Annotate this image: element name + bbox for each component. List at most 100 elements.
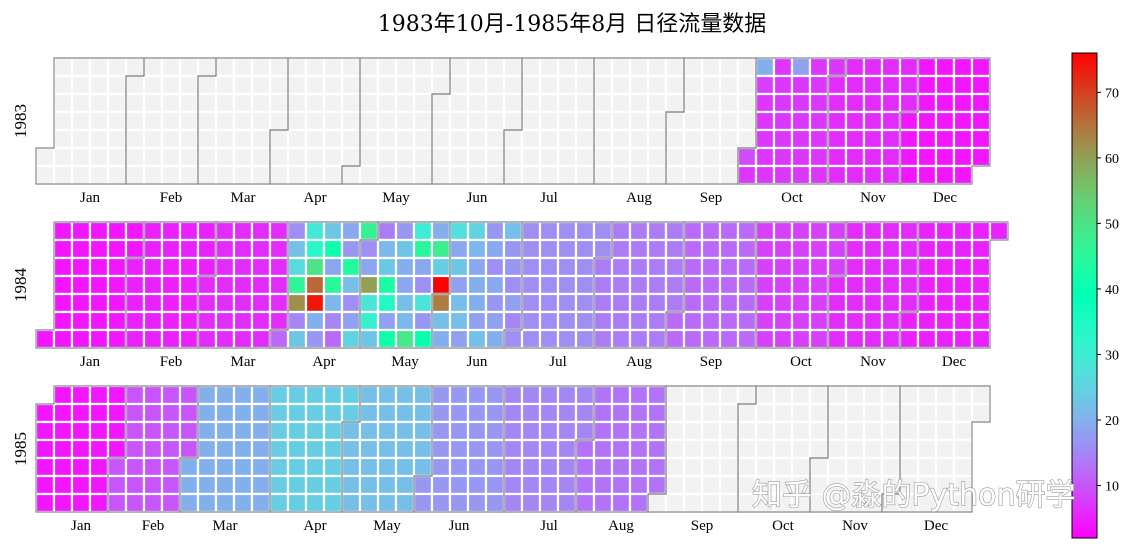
day-cell — [322, 146, 344, 168]
day-cell — [592, 420, 614, 442]
day-cell — [520, 74, 542, 96]
day-cell — [664, 420, 686, 442]
day-cell — [484, 146, 506, 168]
day-cell — [196, 128, 218, 150]
day-cell — [484, 384, 506, 406]
day-cell — [592, 438, 614, 460]
day-cell — [484, 92, 506, 114]
day-cell — [718, 420, 740, 442]
day-cell — [88, 128, 110, 150]
day-cell — [214, 328, 236, 350]
day-cell — [70, 56, 92, 78]
day-cell — [808, 402, 830, 424]
day-cell — [592, 110, 614, 132]
day-cell — [268, 328, 290, 350]
day-cell — [340, 146, 362, 168]
day-cell — [394, 74, 416, 96]
day-cell — [160, 164, 182, 186]
day-cell — [88, 256, 110, 278]
day-cell — [898, 146, 920, 168]
day-cell — [646, 384, 668, 406]
day-cell — [358, 328, 380, 350]
day-cell — [790, 292, 812, 314]
day-cell — [196, 74, 218, 96]
month-labels: Jan Feb Mar Apr May Jun Jul Aug Sep Oct Nov Dec — [80, 190, 957, 206]
day-cell — [232, 74, 254, 96]
day-cell — [448, 438, 470, 460]
day-cell — [664, 56, 686, 78]
day-cell — [862, 128, 884, 150]
day-cell — [628, 310, 650, 332]
day-cell — [70, 492, 92, 514]
day-cell — [322, 256, 344, 278]
day-cell — [250, 74, 272, 96]
day-cell — [268, 292, 290, 314]
day-cell — [52, 256, 74, 278]
day-cell — [376, 74, 398, 96]
day-cell — [52, 128, 74, 150]
day-cell — [862, 456, 884, 478]
day-cell — [754, 146, 776, 168]
day-cell — [358, 292, 380, 314]
day-cell — [970, 310, 992, 332]
day-cell — [322, 128, 344, 150]
day-cell — [232, 256, 254, 278]
day-cell — [124, 420, 146, 442]
day-cell — [196, 92, 218, 114]
watermark: 知乎 @淼的Python研学 — [752, 478, 1076, 513]
day-cell — [826, 92, 848, 114]
day-cell — [358, 164, 380, 186]
day-cell — [628, 274, 650, 296]
day-cell — [466, 274, 488, 296]
month-labels: Jan Feb Mar Apr May Jun Jul Aug Sep Oct Nov Dec — [71, 518, 948, 534]
month-label: Dec — [942, 354, 966, 370]
day-cell — [880, 328, 902, 350]
day-cell — [124, 238, 146, 260]
month-label: Aug — [626, 190, 652, 206]
day-cell — [502, 402, 524, 424]
day-cell — [214, 256, 236, 278]
day-cell — [484, 128, 506, 150]
day-cell — [376, 492, 398, 514]
day-cell — [448, 110, 470, 132]
day-cell — [106, 438, 128, 460]
day-cell — [736, 292, 758, 314]
day-cell — [106, 220, 128, 242]
day-cell — [898, 128, 920, 150]
day-cell — [700, 438, 722, 460]
day-cell — [178, 92, 200, 114]
colorbar-gradient — [1071, 52, 1098, 539]
day-cell — [358, 402, 380, 424]
day-cell — [466, 128, 488, 150]
month-label: Feb — [160, 190, 183, 206]
month-label: Nov — [860, 190, 886, 206]
day-cell — [574, 110, 596, 132]
day-cell — [646, 474, 668, 496]
day-cell — [448, 456, 470, 478]
day-cell — [556, 74, 578, 96]
day-cell — [430, 402, 452, 424]
day-cell — [430, 238, 452, 260]
day-cell — [880, 128, 902, 150]
day-cell — [286, 256, 308, 278]
day-cell — [430, 328, 452, 350]
day-cell — [106, 164, 128, 186]
day-cell — [952, 128, 974, 150]
day-cell — [268, 220, 290, 242]
day-cell — [916, 384, 938, 406]
day-cell — [268, 438, 290, 460]
day-cell — [178, 402, 200, 424]
day-cell — [142, 292, 164, 314]
day-cell — [268, 420, 290, 442]
day-cell — [592, 56, 614, 78]
day-cell — [268, 274, 290, 296]
day-cell — [952, 420, 974, 442]
day-cell — [520, 146, 542, 168]
day-cell — [358, 146, 380, 168]
day-cell — [268, 164, 290, 186]
day-cell — [682, 492, 704, 514]
day-cell — [358, 110, 380, 132]
day-cell — [520, 310, 542, 332]
month-label: Jul — [540, 190, 558, 206]
day-cell — [322, 164, 344, 186]
